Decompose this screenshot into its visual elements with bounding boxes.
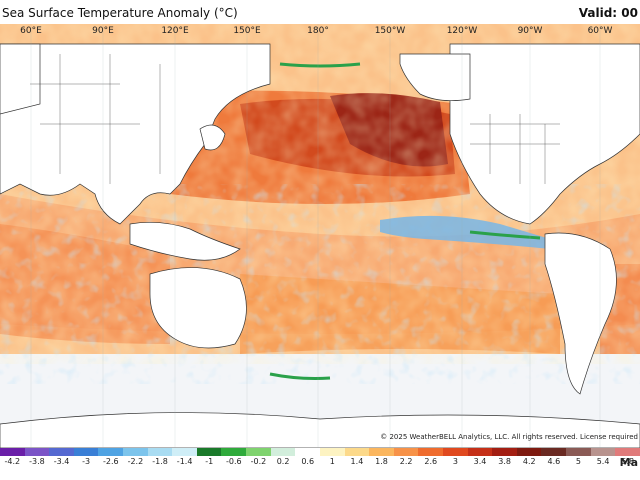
australia-land <box>149 267 247 349</box>
colorbar-tick-label: 2.2 <box>399 457 413 466</box>
colorbar-swatch <box>590 448 616 456</box>
colorbar-swatch <box>221 448 247 456</box>
colorbar-tick-label: -3.8 <box>29 457 45 466</box>
colorbar-tick-label: -0.2 <box>250 457 267 466</box>
lon-label-60e: 60°E <box>20 26 42 36</box>
colorbar-tick-label: 3.8 <box>498 457 511 466</box>
colorbar-tick-label: -0.6 <box>226 457 242 466</box>
colorbar-tick-label: -3 <box>82 457 91 466</box>
colorbar <box>0 448 640 456</box>
colorbar-tick-label: 1.4 <box>350 457 364 466</box>
lon-label-150e: 150°E <box>233 26 261 36</box>
colorbar-tick-label: 4.6 <box>547 457 561 466</box>
colorbar-swatch <box>541 448 567 456</box>
colorbar-tick-label: -3.4 <box>53 457 70 466</box>
lon-label-150w: 150°W <box>374 26 406 36</box>
colorbar-tick-label: -2.6 <box>102 457 119 466</box>
colorbar-swatch <box>369 448 394 456</box>
colorbar-tick-label: 1.8 <box>375 457 388 466</box>
colorbar-swatch <box>393 448 419 456</box>
colorbar-swatch <box>566 448 591 456</box>
map-canvas <box>0 24 640 448</box>
colorbar-tick-label: 3 <box>452 457 458 466</box>
colorbar-swatch <box>246 448 271 456</box>
colorbar-tick-label: 3.4 <box>473 457 487 466</box>
colorbar-swatch <box>615 448 640 456</box>
colorbar-tick-label: -1.8 <box>152 457 168 466</box>
colorbar-swatch <box>0 448 25 456</box>
colorbar-tick-labels: -4.2 -3.8 -3.4 -3 -2.6 -2.2 -1.8 -1.4 -1 -0.6 -0.2… <box>0 457 640 471</box>
alaska-land <box>399 53 471 101</box>
southern-green-streak <box>269 372 331 380</box>
antarctica-land <box>0 412 640 448</box>
colorbar-swatch <box>24 448 50 456</box>
south-america-land <box>544 232 617 395</box>
colorbar-tick-label: -1 <box>205 457 214 466</box>
colorbar-tick-label: 5 <box>575 457 581 466</box>
colorbar-tick-label: 0.6 <box>301 457 315 466</box>
cool-texture <box>0 184 640 384</box>
asia-land <box>0 43 271 225</box>
colorbar-tick-label: 5.4 <box>596 457 610 466</box>
colorbar-swatch <box>467 448 493 456</box>
equatorial-green-streak <box>469 230 541 240</box>
map-title: Sea Surface Temperature Anomaly (°C) <box>2 6 238 20</box>
colorbar-tick-label: 0.2 <box>276 457 290 466</box>
colorbar-swatch <box>172 448 197 456</box>
colorbar-swatch <box>516 448 542 456</box>
lon-label-120e: 120°E <box>161 26 189 36</box>
copyright-notice: © 2025 WeatherBELL Analytics, LLC. All r… <box>380 433 638 441</box>
sst-anomaly-map[interactable] <box>0 24 640 448</box>
colorbar-swatch <box>98 448 124 456</box>
colorbar-tick-label: 5.8 <box>621 457 635 466</box>
colorbar-swatch <box>73 448 99 456</box>
land <box>0 43 640 448</box>
lon-label-180: 180° <box>307 26 329 36</box>
lon-label-90e: 90°E <box>92 26 114 36</box>
colorbar-swatch <box>147 448 173 456</box>
maritime-continent-land <box>129 222 241 261</box>
japan-land <box>199 124 226 151</box>
brand-mark: Ma <box>619 456 638 469</box>
colorbar-tick-label: -4.2 <box>4 457 21 466</box>
valid-time-label: Valid: 00 <box>578 6 638 20</box>
colorbar-swatch <box>270 448 296 456</box>
colorbar-swatch <box>442 448 468 456</box>
colorbar-swatch <box>295 448 320 456</box>
colorbar-swatch <box>418 448 443 456</box>
colorbar-swatch <box>123 448 148 456</box>
colorbar-swatch <box>492 448 517 456</box>
europe-land <box>0 43 41 115</box>
bering-green-streak <box>279 62 361 68</box>
lon-label-60w: 60°W <box>587 26 613 36</box>
colorbar-tick-label: -2.2 <box>127 457 144 466</box>
colorbar-swatch <box>49 448 74 456</box>
colorbar-swatch <box>319 448 345 456</box>
colorbar-tick-label: 1 <box>329 457 335 466</box>
colorbar-tick-label: 2.6 <box>424 457 438 466</box>
colorbar-swatch <box>196 448 222 456</box>
colorbar-swatch <box>344 448 370 456</box>
colorbar-tick-label: 4.2 <box>522 457 536 466</box>
colorbar-tick-label: -1.4 <box>176 457 193 466</box>
political-borders <box>30 54 560 184</box>
lon-label-90w: 90°W <box>517 26 543 36</box>
graticule <box>30 24 601 448</box>
lon-label-120w: 120°W <box>446 26 478 36</box>
